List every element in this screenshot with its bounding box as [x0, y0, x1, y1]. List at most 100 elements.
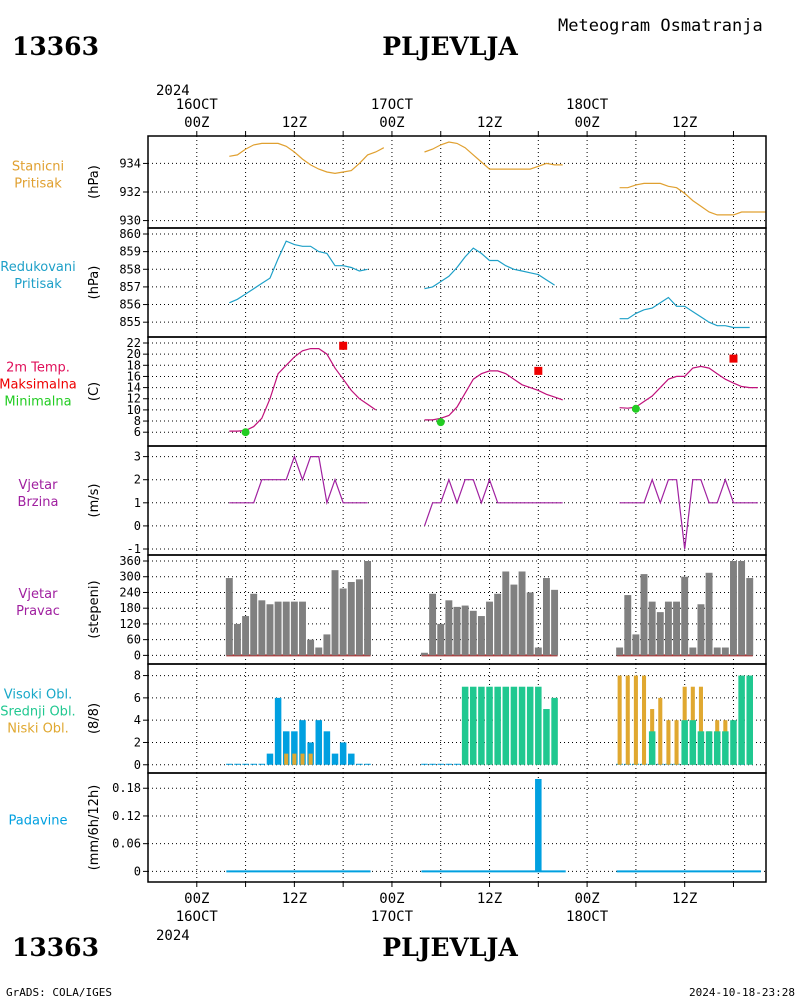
cloud-cover-bar: [535, 686, 542, 765]
wind-direction-bar: [656, 612, 664, 656]
reduced-pressure-line: [619, 296, 750, 329]
station-pressure-line: [424, 141, 563, 170]
cloud-cover-bar: [625, 675, 630, 765]
time-noon-label-bottom: 12Z: [282, 891, 307, 907]
cloud-cover-frame: [147, 663, 767, 774]
cloud-cover-bar: [681, 720, 688, 765]
cloud-cover-ytick-label: 8: [134, 669, 141, 683]
temperature-ytick-label: 6: [134, 425, 141, 439]
temperature-line: [229, 348, 377, 432]
temperature-tmax-marker: [729, 354, 738, 363]
wind-direction-bar: [445, 600, 453, 656]
station-pressure-label: Pritisak: [14, 177, 62, 192]
wind-direction-bar: [526, 592, 534, 656]
reduced-pressure-ytick-label: 858: [119, 262, 141, 276]
cloud-cover-bar: [689, 720, 697, 765]
cloud-cover-bar: [617, 675, 622, 765]
cloud-cover-bar: [518, 686, 526, 765]
cloud-cover-bar: [258, 763, 266, 765]
wind-direction-ytick-label: 240: [119, 585, 141, 599]
cloud-cover-bar: [470, 686, 477, 765]
wind-direction-bar: [258, 600, 266, 656]
station-pressure-ytick-label: 932: [119, 185, 141, 199]
wind-direction-bar: [648, 601, 656, 656]
temperature-ytick-label: 22: [127, 336, 141, 350]
station-pressure-frame: [147, 135, 767, 229]
cloud-cover-unit: (8/8): [87, 703, 102, 734]
cloud-cover-label: Srednji Obl.: [0, 705, 75, 720]
wind-direction-bar: [518, 571, 526, 656]
cloud-cover-bar: [437, 763, 444, 765]
wind-direction-bar: [429, 593, 437, 656]
cloud-cover-bar: [299, 720, 306, 765]
temperature-ytick-label: 14: [127, 381, 141, 395]
wind-direction-bar: [290, 601, 298, 656]
precipitation-unit: (mm/6h/12h): [87, 785, 102, 871]
cloud-cover-bar: [308, 753, 313, 765]
wind-direction-bar: [233, 623, 241, 656]
wind-speed-ytick-label: 2: [134, 473, 141, 487]
wind-direction-bar: [624, 595, 632, 656]
reduced-pressure-ytick-label: 855: [119, 315, 141, 329]
product-title: Meteogram Osmatranja: [558, 16, 763, 36]
wind-direction-ytick-label: 0: [134, 648, 141, 662]
wind-speed-label: Vjetar: [19, 478, 59, 493]
wind-direction-bar: [355, 579, 363, 656]
wind-direction-bar: [299, 601, 306, 656]
reduced-pressure-line: [424, 247, 555, 290]
reduced-pressure-ytick-label: 860: [119, 227, 141, 241]
wind-direction-bar: [266, 604, 274, 656]
time-hour-label-top: 00Z: [184, 115, 209, 131]
wind-direction-bar: [632, 634, 640, 656]
wind-direction-bar: [250, 593, 258, 656]
reduced-pressure-unit: (hPa): [87, 266, 102, 300]
temperature-tmin-marker: [241, 428, 250, 437]
time-hour-label-top: 00Z: [574, 115, 599, 131]
time-day-label-top: 16OCT: [176, 97, 219, 113]
time-day-label-bottom: 18OCT: [566, 909, 609, 925]
wind-speed-ytick-label: 1: [134, 496, 141, 510]
station-name-top: PLJEVLJA: [382, 32, 518, 61]
cloud-cover-label: Niski Obl.: [7, 722, 69, 737]
cloud-cover-bar: [633, 675, 638, 765]
wind-direction-bar: [673, 601, 681, 656]
precipitation-ytick-label: 0.18: [112, 781, 141, 795]
cloud-cover-bar: [226, 763, 233, 765]
station-pressure-ytick-label: 930: [119, 214, 141, 228]
cloud-cover-bar: [526, 686, 534, 765]
plot-layer: 930 932 934 Stanicni Pritisak (hPa) 855 856 857 8…: [0, 97, 767, 925]
precipitation-ytick-label: 0.06: [112, 837, 141, 851]
wind-direction-bar: [339, 588, 347, 656]
wind-speed-line: [229, 454, 368, 506]
wind-direction-bar: [713, 647, 721, 656]
temperature-line: [619, 365, 758, 409]
wind-direction-bar: [331, 570, 339, 656]
cloud-cover-bar: [429, 763, 436, 765]
station-name-bottom: PLJEVLJA: [382, 933, 518, 962]
cloud-cover-bar: [300, 753, 305, 765]
cloud-cover-bar: [421, 763, 428, 765]
time-hour-label-bottom: 00Z: [379, 891, 404, 907]
reduced-pressure-frame: [147, 227, 767, 338]
wind-direction-unit: (stepeni): [87, 580, 102, 638]
wind-speed-ytick-label: -1: [127, 542, 141, 556]
wind-speed-label: Brzina: [18, 495, 59, 510]
wind-speed-ytick-label: 3: [134, 450, 141, 464]
cloud-cover-bar: [323, 731, 331, 765]
time-hour-label-bottom: 00Z: [184, 891, 209, 907]
wind-direction-bar: [461, 605, 469, 656]
wind-direction-bar: [323, 634, 331, 656]
cloud-cover-bar: [705, 731, 713, 765]
cloud-cover-bar: [551, 697, 558, 765]
wind-direction-bar: [730, 561, 737, 656]
time-noon-label-top: 12Z: [282, 115, 307, 131]
temperature-ytick-label: 12: [127, 392, 141, 406]
wind-direction-ytick-label: 180: [119, 601, 141, 615]
cloud-cover-bar: [494, 686, 501, 765]
reduced-pressure-ytick-label: 859: [119, 245, 141, 259]
wind-direction-bar: [689, 647, 697, 656]
reduced-pressure-label: Pritisak: [14, 277, 62, 292]
wind-speed-frame: [147, 445, 767, 556]
wind-direction-bar: [469, 610, 477, 656]
